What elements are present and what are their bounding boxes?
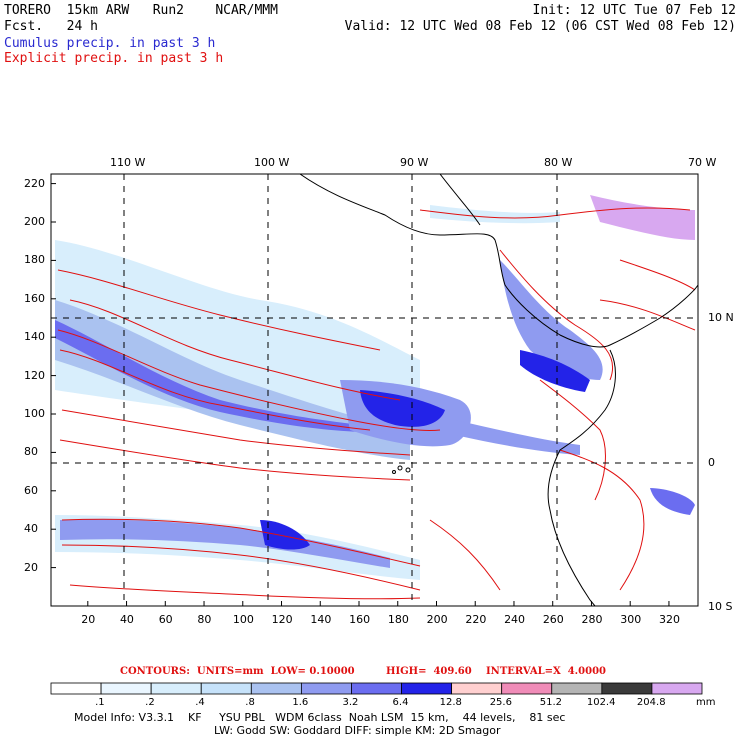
colorbar-label: .1 [95,697,105,708]
header-title: TORERO 15km ARW Run2 NCAR/MMM [4,3,278,18]
y-tick-label: 60 [24,483,38,497]
x-tick-label: 120 [271,613,293,626]
x-tick-label: 200 [426,613,448,626]
contour-units: CONTOURS: UNITS=mm LOW= 0.10000 [120,666,355,677]
contour-interval: INTERVAL=X 4.0000 [486,666,606,677]
y-tick-label: 80 [24,445,38,459]
x-tick-label: 320 [659,613,681,626]
model-info-line1: Model Info: V3.3.1 KF YSU PBL WDM 6class… [74,711,566,724]
y-tick-label: 220 [24,176,45,190]
colorbar-label: 6.4 [392,697,409,708]
lon-label-90w: 90 W [400,156,429,169]
x-tick-label: 300 [620,613,642,626]
legend-explicit: Explicit precip. in past 3 h [4,51,224,66]
colorbar-swatch [351,682,402,695]
legend-cumulus: Cumulus precip. in past 3 h [4,36,216,51]
x-tick-label: 80 [197,613,212,626]
y-tick-label: 140 [24,330,45,344]
y-tick-label: 180 [24,253,45,267]
lat-lon-grid [51,174,698,606]
colorbar-label: 3.2 [342,697,359,708]
colorbar-label: .2 [145,697,155,708]
x-tick-label: 240 [504,613,526,626]
colorbar-label: 25.6 [489,697,512,708]
colorbar [50,682,703,695]
y-tick-label: 160 [24,291,45,305]
colorbar-swatch [250,682,302,695]
colorbar-label: 51.2 [539,697,563,708]
colorbar-swatch [501,682,553,695]
colorbar-label: 12.8 [439,697,462,708]
colorbar-unit: mm [696,697,716,708]
colorbar-swatch [100,682,152,695]
colorbar-swatch [300,682,352,695]
lon-label-110w: 110 W [110,156,146,169]
header-valid: Valid: 12 UTC Wed 08 Feb 12 (06 CST Wed … [344,19,736,34]
colorbar-label: 102.4 [586,697,616,708]
lon-label-80w: 80 W [544,156,573,169]
colorbar-swatch [551,682,603,695]
colorbar-swatch [50,682,102,695]
contour-high: HIGH= 409.60 [386,666,472,677]
lat-label-0: 0 [708,456,715,469]
y-tick-label: 100 [24,407,45,420]
colorbar-swatch [601,682,653,695]
x-tick-label: 40 [119,613,134,626]
y-tick-label: 20 [24,560,38,574]
colorbar-label: 1.6 [292,697,309,708]
x-tick-label: 100 [232,613,254,626]
lon-label-70w: 70 W [688,156,717,169]
colorbar-swatch [150,682,202,695]
colorbar-swatch [651,682,703,695]
lon-label-100w: 100 W [254,156,290,169]
model-info-line2: LW: Godd SW: Goddard DIFF: simple KM: 2D… [214,724,501,737]
y-tick-label: 120 [24,368,45,382]
colorbar-label: .8 [245,697,255,708]
lat-label-10n: 10 N [708,311,734,324]
y-tick-label: 200 [24,215,45,228]
colorbar-swatch [200,682,252,695]
x-tick-label: 280 [581,613,603,626]
y-tick-label: 40 [24,522,38,536]
x-tick-label: 260 [542,613,564,626]
x-tick-label: 20 [81,613,96,626]
lat-label-10s: 10 S [708,600,733,613]
x-tick-label: 180 [387,613,409,626]
x-tick-label: 140 [310,613,332,626]
header-init: Init: 12 UTC Tue 07 Feb 12 [532,3,737,18]
header-fcst: Fcst. 24 h [4,19,98,34]
map-field [55,174,698,606]
colorbar-swatch [451,682,503,695]
colorbar-label: 204.8 [636,697,666,708]
x-tick-label: 160 [349,613,371,626]
x-tick-label: 60 [158,613,173,626]
colorbar-swatch [401,682,453,695]
colorbar-label: .4 [195,697,205,708]
x-tick-label: 220 [465,613,487,626]
map-frame [50,173,699,607]
